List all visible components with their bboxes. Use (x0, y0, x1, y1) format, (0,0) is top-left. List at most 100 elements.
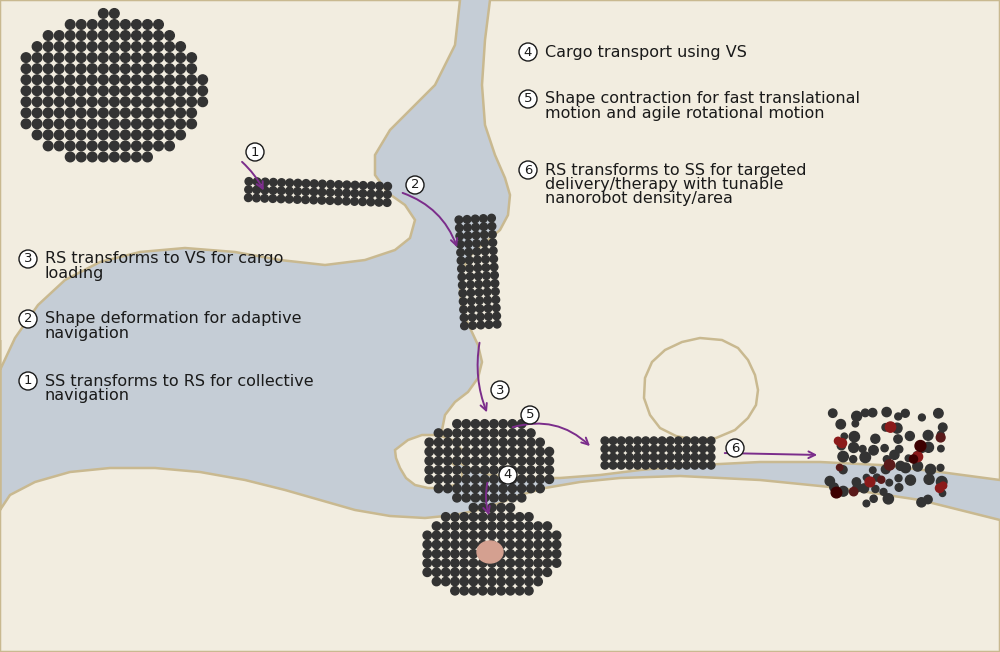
Circle shape (471, 494, 480, 502)
Circle shape (515, 531, 524, 539)
Circle shape (65, 97, 75, 106)
Text: loading: loading (45, 266, 104, 281)
Circle shape (368, 182, 375, 190)
Circle shape (861, 409, 869, 417)
Circle shape (143, 53, 152, 63)
Circle shape (536, 447, 544, 456)
Circle shape (453, 429, 461, 437)
Circle shape (460, 541, 468, 549)
Circle shape (506, 550, 515, 558)
Circle shape (21, 97, 31, 106)
Circle shape (334, 197, 342, 205)
Circle shape (54, 53, 64, 63)
Circle shape (545, 466, 554, 474)
Circle shape (32, 130, 42, 140)
Circle shape (469, 321, 476, 329)
Circle shape (517, 494, 526, 502)
Circle shape (466, 273, 474, 280)
Circle shape (519, 43, 537, 61)
Circle shape (65, 31, 75, 40)
Circle shape (497, 512, 505, 521)
Circle shape (543, 559, 552, 567)
Circle shape (43, 108, 53, 117)
Circle shape (515, 541, 524, 549)
Circle shape (302, 188, 310, 196)
Circle shape (482, 263, 490, 271)
Circle shape (165, 64, 174, 74)
Circle shape (460, 512, 468, 521)
Circle shape (99, 119, 108, 128)
Circle shape (32, 42, 42, 52)
Circle shape (143, 64, 152, 74)
Circle shape (375, 198, 383, 206)
Circle shape (469, 559, 478, 567)
Circle shape (110, 20, 119, 29)
Circle shape (545, 475, 554, 484)
Circle shape (469, 587, 478, 595)
Circle shape (490, 438, 498, 447)
Circle shape (849, 432, 859, 442)
Circle shape (460, 559, 468, 567)
Circle shape (480, 215, 487, 222)
Circle shape (521, 406, 539, 424)
Circle shape (384, 183, 391, 190)
Circle shape (499, 484, 507, 493)
Circle shape (132, 108, 141, 117)
Circle shape (32, 97, 42, 106)
Circle shape (506, 541, 515, 549)
Circle shape (43, 130, 53, 140)
Circle shape (65, 53, 75, 63)
Circle shape (294, 188, 301, 195)
Circle shape (76, 97, 86, 106)
Circle shape (480, 231, 488, 239)
Circle shape (132, 152, 141, 162)
Circle shape (285, 196, 293, 203)
Circle shape (468, 305, 476, 313)
Circle shape (310, 180, 318, 188)
Circle shape (87, 141, 97, 151)
Circle shape (925, 464, 936, 475)
Circle shape (43, 141, 53, 151)
Circle shape (444, 484, 452, 493)
Circle shape (453, 438, 461, 447)
Circle shape (913, 452, 923, 462)
Circle shape (480, 223, 488, 231)
Circle shape (87, 108, 97, 117)
Circle shape (76, 42, 86, 52)
Text: navigation: navigation (45, 326, 130, 341)
Circle shape (253, 186, 261, 194)
Circle shape (488, 559, 496, 567)
Circle shape (534, 577, 542, 585)
Circle shape (246, 143, 264, 161)
Circle shape (852, 478, 861, 486)
Circle shape (626, 453, 633, 461)
Circle shape (154, 86, 163, 96)
Circle shape (552, 550, 561, 558)
Circle shape (444, 447, 452, 456)
Circle shape (865, 477, 875, 487)
Circle shape (423, 568, 431, 576)
Circle shape (451, 550, 459, 558)
Circle shape (165, 119, 174, 128)
Circle shape (455, 216, 463, 224)
Circle shape (110, 141, 119, 151)
Circle shape (65, 152, 75, 162)
Circle shape (359, 182, 367, 189)
Circle shape (666, 445, 674, 452)
Text: Shape deformation for adaptive: Shape deformation for adaptive (45, 312, 302, 327)
Circle shape (460, 306, 467, 314)
Circle shape (318, 188, 326, 196)
Circle shape (478, 568, 487, 576)
Circle shape (915, 441, 926, 451)
Circle shape (65, 119, 75, 128)
Circle shape (497, 522, 505, 530)
Circle shape (476, 305, 484, 312)
Text: delivery/therapy with tunable: delivery/therapy with tunable (545, 177, 784, 192)
Circle shape (525, 587, 533, 595)
Circle shape (87, 97, 97, 106)
Circle shape (471, 484, 480, 493)
Circle shape (451, 577, 459, 585)
Circle shape (870, 467, 876, 473)
Text: Cargo transport using VS: Cargo transport using VS (545, 44, 747, 59)
Circle shape (885, 422, 896, 432)
